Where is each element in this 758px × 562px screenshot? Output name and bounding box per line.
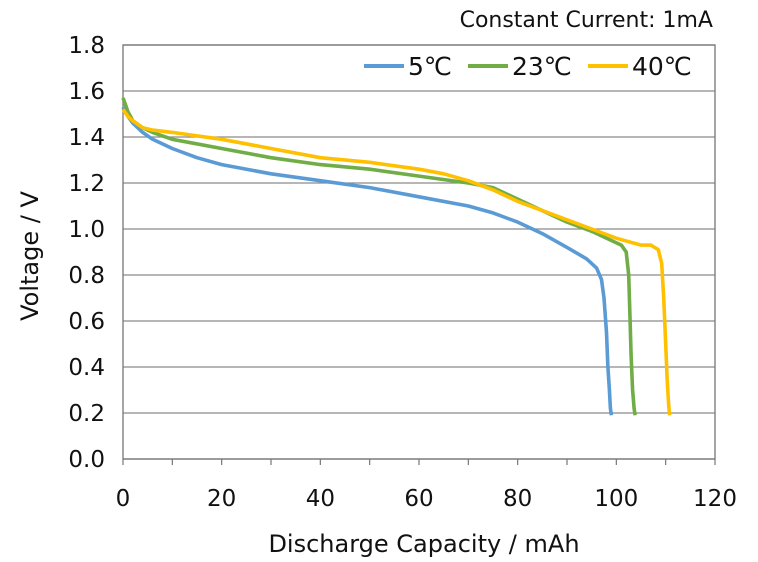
series-line	[121, 106, 614, 416]
y-tick-label: 0.6	[68, 309, 105, 335]
series-line	[121, 97, 637, 416]
legend: 5℃ 23℃ 40℃	[364, 52, 692, 81]
y-axis-title: Voltage / V	[16, 191, 44, 321]
y-tick-label: 0.4	[68, 355, 105, 381]
y-tick-label: 1.0	[68, 217, 105, 243]
y-tick-label: 1.6	[68, 79, 105, 105]
y-tick-label: 0.0	[68, 447, 105, 473]
x-tick-label: 60	[404, 486, 433, 512]
series-lines	[121, 97, 672, 416]
legend-label: 40℃	[632, 52, 692, 81]
y-tick-label: 1.2	[68, 171, 105, 197]
x-axis-title: Discharge Capacity / mAh	[268, 530, 579, 558]
y-axis-tick-labels: 0.0 0.2 0.4 0.6 0.8 1.0 1.2 1.4 1.6 1.8	[68, 33, 105, 473]
test-condition-note: Constant Current: 1mA	[460, 8, 713, 33]
y-tick-label: 1.8	[68, 33, 105, 59]
x-tick-label: 20	[207, 486, 236, 512]
y-tick-label: 1.4	[68, 125, 105, 151]
x-tick-label: 80	[503, 486, 532, 512]
x-axis-tick-labels: 0 20 40 60 80 100 120	[116, 486, 737, 512]
series-line	[121, 108, 672, 416]
y-tick-label: 0.2	[68, 401, 105, 427]
x-axis-tick-marks	[122, 459, 716, 465]
y-tick-label: 0.8	[68, 263, 105, 289]
legend-label: 5℃	[408, 52, 452, 81]
legend-label: 23℃	[512, 52, 572, 81]
x-tick-label: 100	[594, 486, 638, 512]
x-tick-label: 120	[693, 486, 737, 512]
x-tick-label: 0	[116, 486, 131, 512]
x-tick-label: 40	[306, 486, 335, 512]
